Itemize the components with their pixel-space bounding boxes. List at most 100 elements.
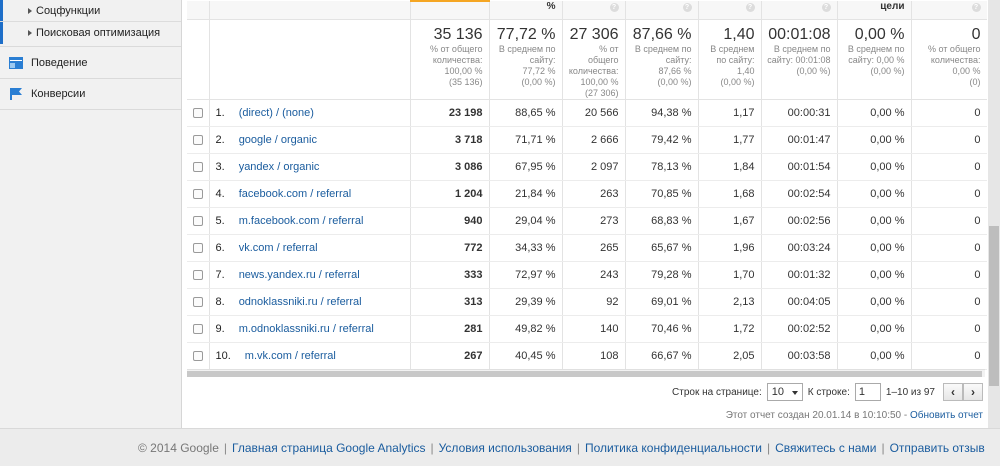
header-cell-new-users[interactable]: ? — [562, 1, 626, 20]
summary-cell — [187, 19, 210, 100]
row-number: 7. — [215, 268, 225, 281]
footer-link-terms[interactable]: Условия использования — [438, 440, 572, 455]
report-table: % ? ? ? ? цели ? 35 136% от общего количе… — [187, 0, 987, 370]
row-checkbox[interactable] — [192, 323, 203, 334]
sidebar-item-behavior[interactable]: Поведение — [0, 46, 181, 78]
row-checkbox[interactable] — [192, 269, 203, 280]
goals-cell: 0 — [911, 99, 987, 127]
scrollbar-thumb[interactable] — [989, 226, 999, 386]
summary-cell: 27 306% от общего количества: 100,00 % (27 … — [562, 19, 626, 100]
row-checkbox[interactable] — [192, 215, 203, 226]
goal-rate-cell: 0,00 % — [837, 315, 912, 343]
bounce-rate-cell: 79,28 % — [625, 261, 699, 289]
goal-rate-cell: 0,00 % — [837, 234, 912, 262]
source-medium-link[interactable]: m.vk.com / referral — [244, 349, 336, 362]
sidebar-subitem-label: Соцфункции — [36, 4, 101, 17]
source-medium-link[interactable]: vk.com / referral — [238, 241, 318, 254]
goal-rate-cell: 0,00 % — [837, 288, 912, 316]
source-cell: 2. google / organic — [209, 126, 411, 154]
goal-rate-cell: 0,00 % — [837, 180, 912, 208]
source-medium-link[interactable]: facebook.com / referral — [238, 187, 352, 200]
help-icon[interactable]: ? — [682, 3, 692, 12]
help-icon[interactable]: ? — [609, 3, 619, 12]
help-icon[interactable]: ? — [821, 3, 831, 12]
row-checkbox[interactable] — [192, 107, 203, 118]
new-users-cell: 108 — [562, 342, 626, 370]
source-cell: 4. facebook.com / referral — [209, 180, 411, 208]
row-checkbox-cell — [187, 315, 210, 343]
new-sessions-cell: 67,95 % — [489, 153, 563, 181]
source-medium-link[interactable]: m.odnoklassniki.ru / referral — [238, 322, 374, 335]
source-medium-link[interactable]: m.facebook.com / referral — [238, 214, 364, 227]
vertical-scrollbar[interactable] — [988, 0, 1000, 428]
source-medium-link[interactable]: google / organic — [238, 133, 317, 146]
table-row: 6. vk.com / referral 772 34,33 % 265 65,67 % 1… — [187, 234, 987, 262]
help-icon[interactable]: ? — [745, 3, 755, 12]
next-page-button[interactable]: › — [963, 383, 983, 401]
source-medium-link[interactable]: (direct) / (none) — [238, 106, 314, 119]
copyright: © 2014 Google — [138, 440, 219, 455]
new-users-cell: 243 — [562, 261, 626, 289]
goals-cell: 0 — [911, 261, 987, 289]
pages-per-session-cell: 2,13 — [698, 288, 762, 316]
footer-link-contact[interactable]: Свяжитесь с нами — [775, 440, 877, 455]
header-cell-sessions[interactable] — [410, 0, 490, 20]
summary-row: 35 136% от общего количества: 100,00 % (35 … — [187, 19, 987, 100]
goal-rate-cell: 0,00 % — [837, 342, 912, 370]
header-cell-bounce[interactable]: ? — [625, 1, 699, 20]
goto-row-label: К строке: — [807, 386, 850, 398]
avg-duration-cell: 00:04:05 — [761, 288, 838, 316]
source-medium-link[interactable]: yandex / organic — [238, 160, 320, 173]
goto-row-input[interactable]: 1 — [854, 383, 881, 401]
source-cell: 6. vk.com / referral — [209, 234, 411, 262]
help-icon[interactable]: ? — [971, 3, 981, 12]
bounce-rate-cell: 79,42 % — [625, 126, 699, 154]
summary-cell: 0,00 % В среднем по сайту: 0,00 % (0,00 %) — [837, 19, 912, 100]
source-cell: 5. m.facebook.com / referral — [209, 207, 411, 235]
header-cell-goal-rate[interactable]: цели — [837, 1, 912, 20]
row-checkbox[interactable] — [192, 350, 203, 361]
avg-duration-cell: 00:01:32 — [761, 261, 838, 289]
sidebar-subitem-seo[interactable]: Поисковая оптимизация — [0, 22, 181, 44]
source-medium-link[interactable]: news.yandex.ru / referral — [238, 268, 360, 281]
goals-cell: 0 — [911, 315, 987, 343]
header-cell-new-sessions[interactable]: % — [489, 1, 563, 20]
row-checkbox[interactable] — [192, 161, 203, 172]
rows-per-page-select[interactable]: 10 — [766, 383, 803, 401]
header-cell — [187, 1, 210, 20]
header-cell-duration[interactable]: ? — [761, 1, 838, 20]
goal-rate-cell: 0,00 % — [837, 153, 912, 181]
row-checkbox[interactable] — [192, 134, 203, 145]
footer-link-home[interactable]: Главная страница Google Analytics — [232, 440, 426, 455]
summary-cell: 87,66 % В среднем по сайту: 87,66 % (0,00 %) — [625, 19, 699, 100]
goal-rate-cell: 0,00 % — [837, 207, 912, 235]
refresh-report-link[interactable]: Обновить отчет — [910, 410, 983, 421]
avg-duration-cell: 00:00:31 — [761, 99, 838, 127]
avg-duration-cell: 00:02:56 — [761, 207, 838, 235]
chevron-down-icon — [791, 391, 798, 395]
goals-cell: 0 — [911, 180, 987, 208]
header-cell-pages[interactable]: ? — [698, 1, 762, 20]
sidebar-subitem-social[interactable]: Соцфункции — [0, 0, 181, 22]
sidebar-item-label: Конверсии — [31, 88, 86, 100]
row-checkbox[interactable] — [192, 188, 203, 199]
sessions-cell: 3 718 — [410, 126, 490, 154]
goals-cell: 0 — [911, 234, 987, 262]
row-checkbox[interactable] — [192, 242, 203, 253]
row-checkbox[interactable] — [192, 296, 203, 307]
header-cell-goals[interactable]: ? — [911, 1, 987, 20]
pages-per-session-cell: 1,17 — [698, 99, 762, 127]
row-number: 5. — [215, 214, 225, 227]
prev-page-button[interactable]: ‹ — [943, 383, 963, 401]
scrollbar-thumb[interactable] — [187, 371, 982, 377]
new-users-cell: 263 — [562, 180, 626, 208]
goals-cell: 0 — [911, 288, 987, 316]
footer-link-privacy[interactable]: Политика конфиденциальности — [584, 440, 762, 455]
source-medium-link[interactable]: odnoklassniki.ru / referral — [238, 295, 362, 308]
footer-link-feedback[interactable]: Отправить отзыв — [889, 440, 985, 455]
source-cell: 1. (direct) / (none) — [209, 99, 411, 127]
sidebar-item-conversions[interactable]: Конверсии — [0, 78, 181, 110]
horizontal-scrollbar[interactable] — [187, 369, 985, 377]
bounce-rate-cell: 94,38 % — [625, 99, 699, 127]
table-row: 7. news.yandex.ru / referral 333 72,97 % 243… — [187, 261, 987, 289]
